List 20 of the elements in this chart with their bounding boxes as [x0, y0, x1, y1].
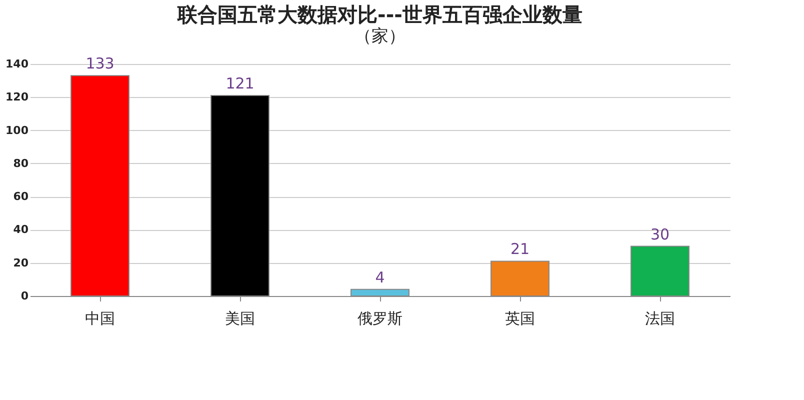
x-tick-label: 美国: [225, 310, 255, 328]
y-tick-label: 40: [13, 223, 29, 236]
data-label: 21: [510, 240, 530, 258]
y-tick-label: 120: [6, 90, 29, 104]
y-tick-label: 100: [6, 124, 29, 137]
x-tick-label: 中国: [85, 310, 115, 328]
chart-subtitle: （家）: [354, 26, 406, 47]
data-label: 121: [226, 74, 254, 92]
data-label: 133: [86, 54, 114, 73]
chart-title: 联合国五常大数据对比---世界五百强企业数量: [176, 2, 582, 27]
x-tick-label: 俄罗斯: [358, 310, 402, 328]
x-tick-label: 英国: [505, 310, 535, 328]
y-tick-label: 0: [20, 290, 29, 302]
data-label: 4: [375, 268, 385, 286]
y-tick-label: 140: [6, 58, 29, 70]
y-tick-label: 60: [13, 190, 29, 204]
x-tick-label: 法国: [645, 310, 675, 328]
y-tick-label: 20: [13, 256, 29, 270]
data-label: 30: [650, 225, 670, 244]
y-tick-label: 80: [13, 156, 29, 170]
